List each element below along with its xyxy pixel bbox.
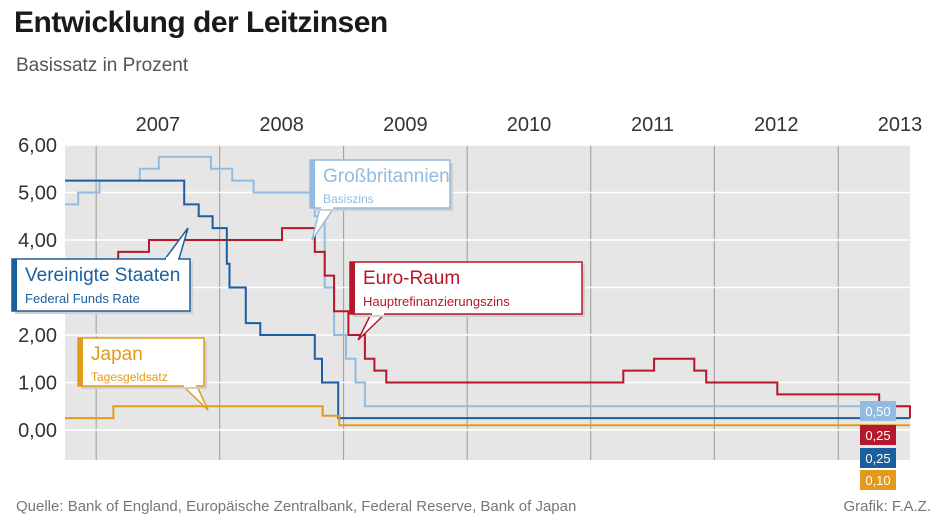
- x-tick-label: 2008: [259, 114, 304, 136]
- series-name: Euro-Raum: [363, 268, 460, 289]
- end-label-box-jp: [860, 470, 896, 490]
- end-label-box-us: [860, 448, 896, 468]
- y-tick-label: 6,00: [18, 135, 57, 157]
- callout-ez: Euro-Raum Hauptrefinanzierungszins: [349, 261, 585, 341]
- y-tick-label: 2,00: [18, 325, 57, 347]
- series-name: Großbritannien: [323, 166, 450, 187]
- x-tick-label: 2013: [878, 114, 923, 136]
- y-tick-label: 5,00: [18, 183, 57, 205]
- x-tick-label: 2010: [507, 114, 552, 136]
- callout-box: [77, 337, 205, 387]
- callout-box: [11, 258, 191, 312]
- callout-pointer-mask: [166, 257, 178, 260]
- series-lines: [65, 155, 911, 427]
- x-tick-label: 2012: [754, 114, 799, 136]
- y-tick-label: 0,00: [18, 420, 57, 442]
- callout-uk: Großbritannien Basiszins: [309, 159, 453, 241]
- source-note: Quelle: Bank of England, Europäische Zen…: [16, 498, 577, 515]
- callout-accent-bar: [12, 259, 17, 311]
- end-label-box-uk: [860, 401, 896, 421]
- x-tick-label: 2009: [383, 114, 428, 136]
- callout-pointer-mask: [372, 312, 384, 315]
- callout-accent-bar: [350, 262, 355, 314]
- series-line-us: [65, 179, 910, 420]
- series-line-jp: [65, 405, 910, 427]
- chart-subtitle: Basissatz in Prozent: [16, 55, 189, 76]
- callout-pointer-mask: [184, 384, 196, 387]
- series-line-ez: [65, 227, 911, 419]
- callout-box: [309, 159, 451, 209]
- chart-title: Entwicklung der Leitzinsen: [14, 6, 388, 39]
- series-subtitle: Basiszins: [323, 192, 374, 206]
- x-tick-label: 2011: [631, 114, 674, 136]
- end-label-us: 0,25: [865, 451, 890, 466]
- callout-accent-bar: [78, 338, 83, 386]
- series-name: Japan: [91, 344, 143, 365]
- callout-us: Vereinigte Staaten Federal Funds Rate: [11, 227, 193, 314]
- series-subtitle: Federal Funds Rate: [25, 291, 140, 306]
- callout-jp: Japan Tagesgeldsatz: [77, 337, 209, 411]
- end-label-box-ez: [860, 425, 896, 445]
- callout-accent-bar: [310, 160, 315, 208]
- series-name: Vereinigte Staaten: [25, 265, 180, 286]
- y-tick-label: 4,00: [18, 230, 57, 252]
- callout-pointer-mask: [321, 206, 333, 209]
- series-subtitle: Hauptrefinanzierungszins: [363, 294, 510, 309]
- x-tick-label: 2007: [136, 114, 181, 136]
- end-label-ez: 0,25: [865, 428, 890, 443]
- graphic-credit: Grafik: F.A.Z.: [843, 498, 931, 515]
- y-tick-label: 1,00: [18, 373, 57, 395]
- callout-box: [349, 261, 583, 315]
- series-callouts: Großbritannien Basiszins Euro-Raum Hauptref…: [11, 159, 585, 411]
- end-label-jp: 0,10: [865, 473, 890, 488]
- end-value-labels: 0,50 0,25 0,25 0,10: [860, 401, 896, 490]
- series-subtitle: Tagesgeldsatz: [91, 370, 168, 384]
- end-label-uk: 0,50: [865, 404, 890, 419]
